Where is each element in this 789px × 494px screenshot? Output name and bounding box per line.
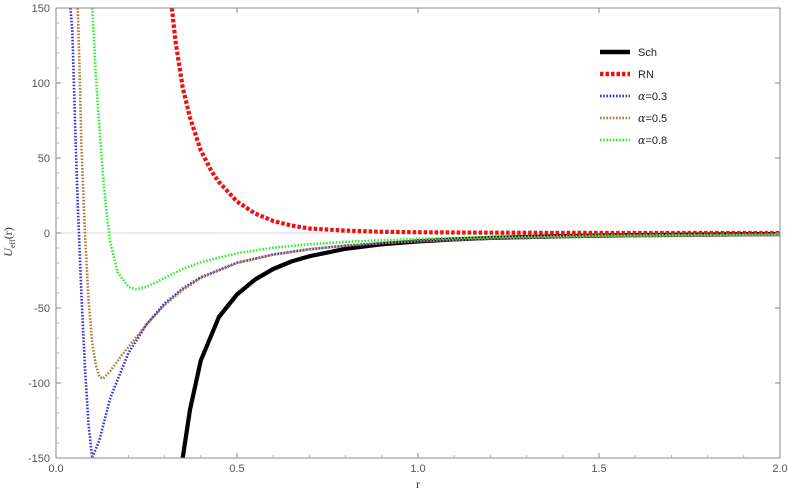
legend: Sch RN α=0.3 α=0.5 α=0.8 [600, 47, 667, 147]
series-line-3 [69, 8, 780, 458]
svg-text:Ueff(r): Ueff(r) [1, 227, 17, 256]
legend-label-1: Sch [638, 47, 657, 59]
legend-label-2: RN [638, 69, 654, 81]
y-tick-label: 50 [38, 153, 50, 165]
legend-label-5: α=0.8 [638, 134, 667, 147]
series-line-2 [169, 8, 780, 236]
y-tick-label: -50 [34, 303, 50, 315]
x-axis-label: r [416, 477, 420, 491]
y-tick-label: -150 [28, 453, 50, 465]
y-tick-label: 100 [32, 78, 50, 90]
y-axis-label-arg: (r) [1, 227, 15, 239]
y-axis-label-main: U [1, 247, 15, 257]
x-tick-label: 1.0 [410, 463, 425, 475]
y-axis-label: Ueff(r) [1, 227, 17, 256]
y-tick-label: -100 [28, 378, 50, 390]
y-axis-label-sub: eff [8, 239, 17, 248]
series-line-1 [180, 231, 780, 458]
y-tick-label: 150 [32, 3, 50, 15]
y-tick-label: 0 [44, 228, 50, 240]
x-tick-label: 2.0 [772, 463, 787, 475]
legend-label-3: α=0.3 [638, 90, 667, 103]
x-tick-label: 0.0 [48, 463, 63, 475]
series-line-4 [76, 8, 780, 380]
legend-label-4: α=0.5 [638, 112, 667, 125]
x-tick-label: 1.5 [591, 463, 606, 475]
series-line-5 [90, 8, 780, 291]
x-tick-label: 0.5 [229, 463, 244, 475]
